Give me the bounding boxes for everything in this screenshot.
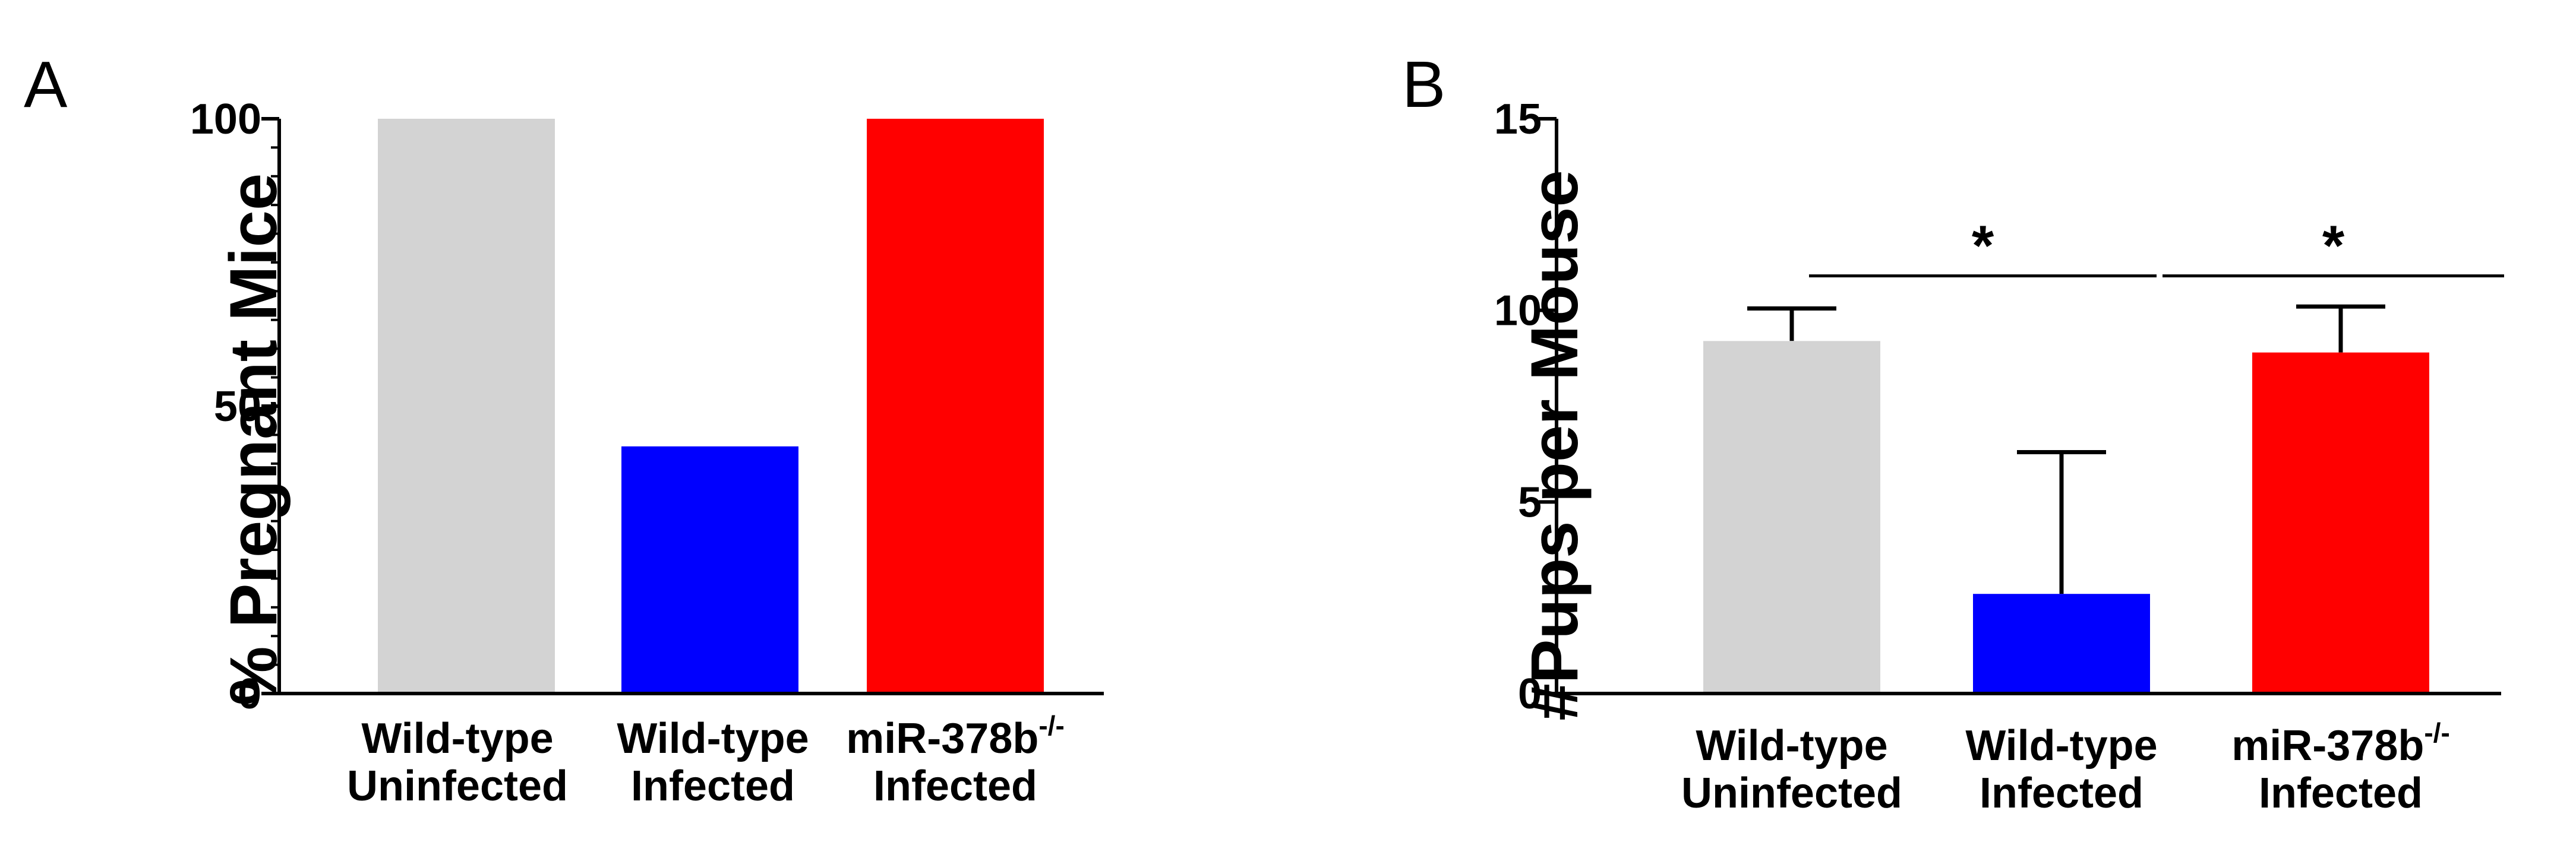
bar [2252, 352, 2429, 694]
significance-bracket: * [1809, 214, 2157, 278]
category-label-superscript: -/- [2424, 717, 2449, 748]
category-label-line1: Wild-type [1965, 722, 2157, 770]
bar [621, 446, 798, 694]
error-bar [2296, 304, 2385, 353]
significance-star: * [1972, 214, 1994, 278]
category-label-superscript: -/- [1038, 710, 1064, 741]
y-tick-label: 0 [1518, 670, 1542, 718]
y-tick-label: 0 [238, 670, 261, 718]
y-tick-label: 100 [190, 96, 261, 143]
panel-b-y-axis-label: #Pups per Mouse [1517, 170, 1592, 720]
panel-a-letter: A [24, 48, 68, 121]
bar [1703, 341, 1880, 694]
panel-a-axes: 0 50 100 [190, 96, 1104, 718]
category-label-line2: Infected [873, 762, 1037, 810]
category-label-line1: Wild-type [1696, 722, 1887, 770]
error-bar [1747, 306, 1836, 341]
category-label-line1: Wild-type [361, 715, 553, 762]
category-label-line1: Wild-type [617, 715, 809, 762]
y-tick-label: 50 [214, 383, 261, 430]
panel-b-significance: * * [1809, 214, 2504, 278]
y-tick-label: 15 [1494, 96, 1542, 143]
panel-b-category-labels: Wild-typeUninfectedWild-typeInfectedmiR-… [1681, 717, 2450, 817]
panel-b-axes: 0 5 10 15 [1494, 96, 2501, 718]
panel-b-letter: B [1402, 48, 1445, 121]
bar [867, 119, 1044, 694]
panel-a-category-labels: Wild-typeUninfectedWild-typeInfectedmiR-… [347, 710, 1065, 810]
category-label-line1: miR-378b-/- [2231, 717, 2450, 770]
panel-b-bars [1703, 304, 2429, 694]
category-label-line2: Uninfected [347, 762, 568, 810]
significance-star: * [2322, 214, 2345, 278]
error-bar [2017, 449, 2106, 594]
bar [1973, 594, 2150, 694]
bar [378, 119, 555, 694]
category-label-line2: Infected [2259, 770, 2423, 817]
y-tick-label: 5 [1518, 479, 1542, 526]
category-label-line1: miR-378b-/- [846, 710, 1065, 762]
panel-a-bars [378, 119, 1044, 694]
category-label-line2: Infected [1980, 770, 2143, 817]
category-label-line2: Infected [631, 762, 795, 810]
significance-bracket: * [2163, 214, 2504, 278]
category-label-line2: Uninfected [1681, 770, 1902, 817]
y-tick-label: 10 [1494, 287, 1542, 335]
